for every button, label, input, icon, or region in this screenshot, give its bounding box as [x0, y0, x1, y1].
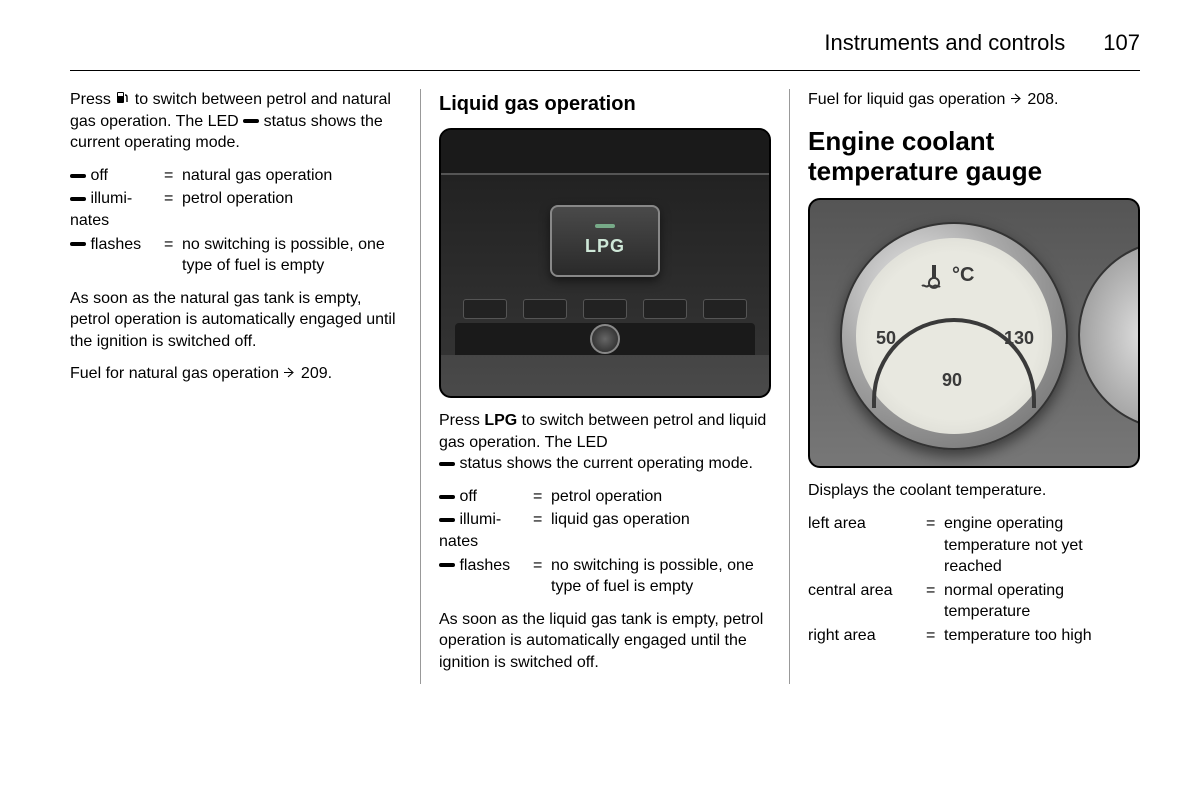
led-icon [243, 119, 259, 123]
led-icon [439, 518, 455, 522]
column-lpg: Liquid gas operation LPG Press LPG to sw [421, 89, 789, 684]
column-coolant: Fuel for liquid gas operation 208. Engin… [790, 89, 1140, 684]
cng-auto-switch: As soon as the natural gas tank is empty… [70, 288, 402, 353]
gauge-value-90: 90 [942, 368, 962, 392]
table-row: flashes = no switching is possible, one … [439, 554, 771, 599]
cng-ref: Fuel for natural gas operation 209. [70, 363, 402, 385]
crossref-arrow-icon [283, 363, 296, 385]
fuel-pump-icon [116, 89, 129, 111]
coolant-areas-table: left area = engine operating temperature… [808, 512, 1140, 648]
page-header: Instruments and controls 107 [70, 30, 1140, 71]
led-icon [70, 197, 86, 201]
table-row: illumi-nates = petrol operation [70, 187, 402, 232]
table-row: off = petrol operation [439, 485, 771, 509]
lpg-status-table: off = petrol operation illumi-nates = li… [439, 485, 771, 599]
table-row: flashes = no switching is possible, one … [70, 233, 402, 278]
led-icon [70, 242, 86, 246]
three-column-layout: Press to switch between petrol and natur… [70, 89, 1140, 684]
lpg-ref: Fuel for liquid gas operation 208. [808, 89, 1140, 111]
gauge-unit: °C [952, 262, 974, 289]
lpg-button-illustration: LPG [550, 205, 660, 277]
cng-intro: Press to switch between petrol and natur… [70, 89, 402, 154]
table-row: off = natural gas operation [70, 164, 402, 188]
cng-status-table: off = natural gas operation illumi-nates… [70, 164, 402, 278]
table-row: right area = temperature too high [808, 624, 1140, 648]
led-icon [70, 174, 86, 178]
table-row: central area = normal operating temperat… [808, 579, 1140, 624]
led-icon [439, 495, 455, 499]
led-icon [439, 462, 455, 466]
table-row: illumi-nates = liquid gas operation [439, 508, 771, 553]
coolant-gauge-figure: °C 50 130 90 [808, 198, 1140, 468]
coolant-heading: Engine coolant temperature gauge [808, 127, 1140, 187]
thermometer-icon [918, 264, 948, 290]
gauge-value-130: 130 [1004, 326, 1034, 350]
lpg-button-figure: LPG [439, 128, 771, 398]
gauge-value-50: 50 [876, 326, 896, 350]
lpg-button-label: LPG [585, 234, 625, 258]
column-natural-gas: Press to switch between petrol and natur… [70, 89, 420, 684]
manual-page: Instruments and controls 107 Press to sw… [0, 0, 1200, 714]
lpg-intro: Press LPG to switch between petrol and l… [439, 410, 771, 475]
led-icon [439, 563, 455, 567]
header-chapter: Instruments and controls [824, 30, 1065, 56]
lpg-heading: Liquid gas operation [439, 91, 771, 118]
table-row: left area = engine operating temperature… [808, 512, 1140, 579]
crossref-arrow-icon [1010, 89, 1023, 111]
coolant-intro: Displays the coolant temperature. [808, 480, 1140, 502]
header-page-number: 107 [1103, 30, 1140, 56]
lpg-auto-switch: As soon as the liquid gas tank is empty,… [439, 609, 771, 674]
lpg-button-led-icon [595, 224, 615, 228]
